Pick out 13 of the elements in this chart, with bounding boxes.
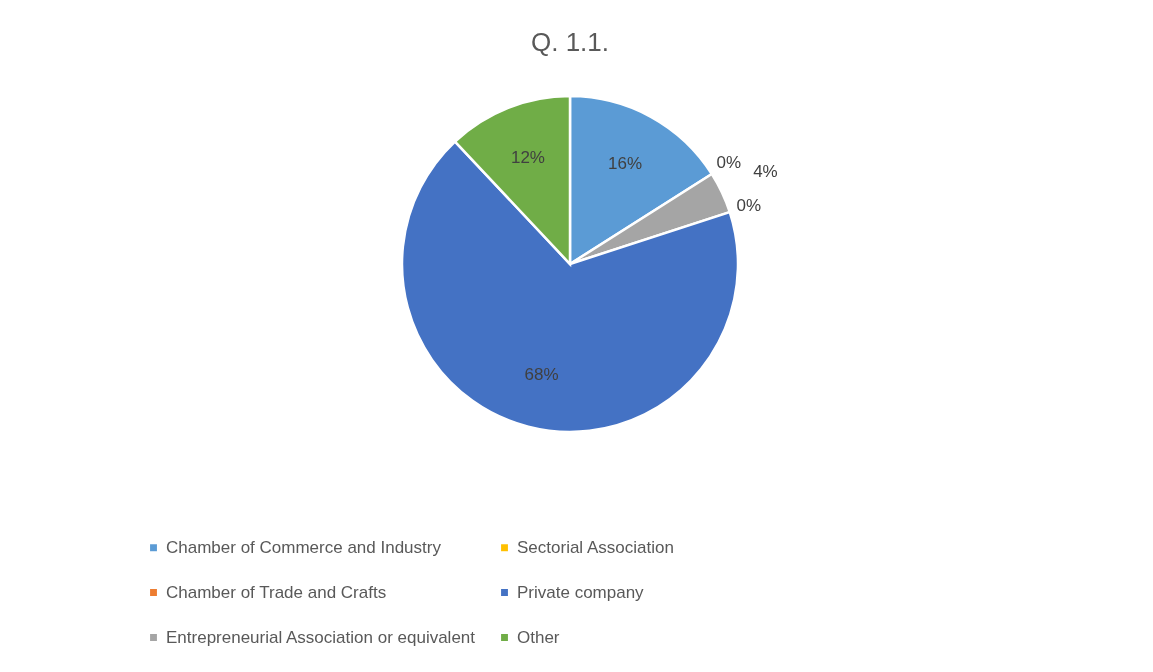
legend-label: Sectorial Association [517, 537, 674, 557]
data-label: 4% [753, 162, 778, 182]
legend-label: Other [517, 627, 560, 647]
data-label: 68% [524, 364, 559, 384]
chart-title: Q. 1.1. [530, 27, 610, 57]
text: 0% [736, 195, 762, 215]
legend-label: Chamber of Trade and Crafts [166, 582, 387, 602]
legend-label: Entrepreneurial Association or equivalent [166, 627, 476, 647]
data-label: 16% [608, 153, 643, 173]
legend-label: Chamber of Commerce and Industry [166, 537, 442, 557]
legend-label: Private company [517, 582, 645, 602]
data-label: 12% [510, 147, 545, 167]
text: 0% [716, 153, 742, 173]
